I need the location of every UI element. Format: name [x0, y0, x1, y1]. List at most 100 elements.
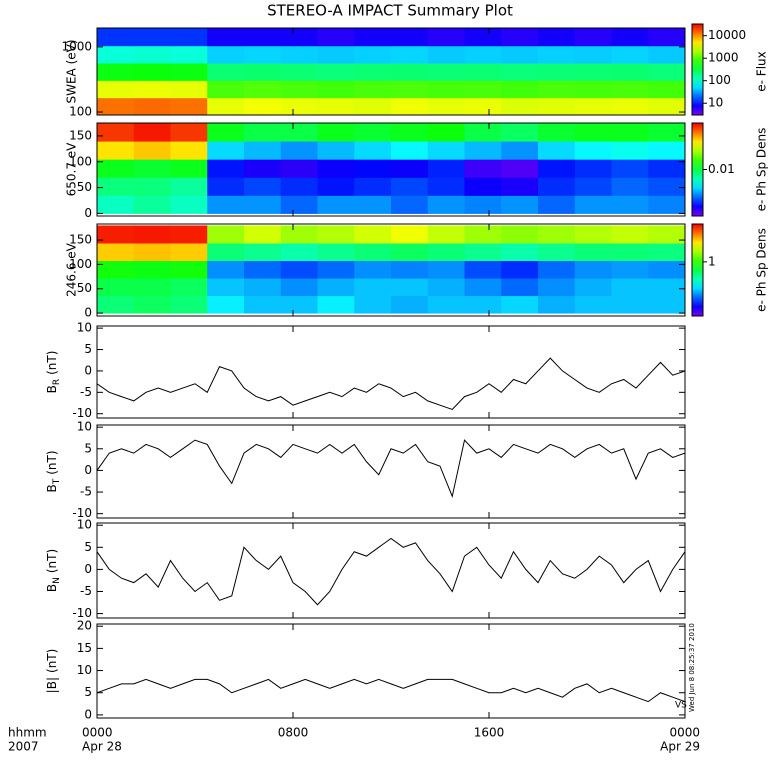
spectrogram-cell — [538, 80, 576, 99]
colorbar-tick-label: 10000 — [708, 28, 746, 42]
y-axis-label: BN (nT) — [45, 549, 62, 592]
spectrogram-cell — [133, 123, 171, 142]
spectrogram-cell — [317, 278, 355, 297]
spectrogram-cell — [207, 63, 245, 81]
y-tick-label: 0 — [84, 206, 92, 220]
spectrogram-cell — [464, 159, 502, 178]
spectrogram-cell — [97, 97, 135, 115]
y-label-unit: (nT) — [45, 351, 59, 375]
spectrogram-cell — [317, 159, 355, 178]
spectrogram-cell — [538, 260, 576, 279]
spectrogram-cell — [317, 97, 355, 115]
spectrogram-cell — [501, 278, 539, 297]
spectrogram-cell — [538, 225, 576, 244]
spectrogram-cell — [464, 80, 502, 99]
y-axis-label: |B| (nT) — [45, 649, 59, 694]
spectrogram-cell — [280, 295, 318, 314]
spectrogram-cell — [280, 195, 318, 214]
spectrogram-cell — [574, 80, 612, 99]
spectrogram-cell — [170, 195, 208, 214]
spectrogram-cell — [97, 159, 135, 178]
spectrogram-cell — [611, 45, 649, 64]
spectrogram-cell — [170, 141, 208, 160]
spectrogram-cell — [280, 177, 318, 196]
spectrogram-cell — [133, 242, 171, 262]
spectrogram-cell — [354, 260, 392, 279]
spectrogram-cell — [244, 80, 282, 99]
spectrogram-cell — [574, 141, 612, 160]
spectrogram-cell — [648, 28, 685, 47]
spectrogram-cell — [133, 295, 171, 314]
spectrogram-cell — [280, 225, 318, 244]
spectrogram-cell — [501, 97, 539, 115]
y-tick-label: 0 — [84, 463, 92, 477]
y-tick-label: 20 — [77, 619, 92, 633]
spectrogram-cell — [611, 159, 649, 178]
y-tick-label: -5 — [80, 584, 92, 598]
spectrogram-cell — [574, 97, 612, 115]
y-tick-label: 0 — [84, 562, 92, 576]
spectrogram-cell — [207, 177, 245, 196]
spectrogram-cell — [97, 225, 135, 244]
data-line — [97, 678, 685, 703]
spectrogram-cell — [207, 225, 245, 244]
spectrogram-cell — [317, 242, 355, 262]
spectrogram-cell — [170, 295, 208, 314]
spectrogram-cell — [244, 45, 282, 64]
spectrogram-cell — [391, 295, 429, 314]
spectrogram-cell — [280, 242, 318, 262]
spectrogram-cell — [354, 80, 392, 99]
plot-title: STEREO-A IMPACT Summary Plot — [267, 2, 513, 20]
spectrogram-cell — [97, 123, 135, 142]
spectrogram-cell — [648, 260, 685, 279]
spectrogram-cell — [611, 80, 649, 99]
spectrogram-cell — [97, 260, 135, 279]
x-unit-label: hhmm — [8, 726, 47, 740]
spectrogram-cell — [574, 242, 612, 262]
timestamp: Wed Jun 8 08:25:37 2010 — [688, 623, 696, 712]
year-label: 2007 — [8, 740, 39, 754]
spectrogram-cell — [170, 63, 208, 81]
spectrogram-cell — [648, 242, 685, 262]
spectrogram-cell — [427, 278, 465, 297]
y-label-unit: (nT) — [45, 549, 59, 573]
y-tick-label: 0 — [84, 306, 92, 320]
spectrogram-cell — [133, 45, 171, 64]
spectrogram-cell — [354, 177, 392, 196]
spectrogram-cell — [538, 177, 576, 196]
colorbar — [691, 223, 704, 317]
panel-frame — [96, 325, 686, 419]
panel — [97, 123, 685, 214]
colorbar-tick-label: 100 — [708, 73, 731, 87]
spectrogram-cell — [538, 97, 576, 115]
spectrogram-cell — [574, 278, 612, 297]
spectrogram-cell — [280, 159, 318, 178]
spectrogram-cell — [391, 141, 429, 160]
spectrogram-cell — [170, 80, 208, 99]
spectrogram-cell — [207, 278, 245, 297]
colorbar-label: e- Ph Sp Dens — [755, 228, 769, 312]
spectrogram-cell — [391, 260, 429, 279]
spectrogram-cell — [133, 177, 171, 196]
y-label-symbol: |B| — [45, 677, 59, 693]
spectrogram-cell — [244, 225, 282, 244]
spectrogram-cell — [207, 295, 245, 314]
panel — [97, 357, 685, 411]
spectrogram-cell — [317, 28, 355, 47]
spectrogram-cell — [97, 295, 135, 314]
spectrogram-cell — [354, 63, 392, 81]
spectrogram-cell — [391, 123, 429, 142]
spectrogram-cell — [538, 295, 576, 314]
spectrogram-cell — [611, 123, 649, 142]
panel — [97, 678, 685, 703]
spectrogram-cell — [207, 242, 245, 262]
spectrogram-cell — [501, 63, 539, 81]
spectrogram-cell — [611, 177, 649, 196]
spectrogram-cell — [648, 159, 685, 178]
y-tick-label: 50 — [77, 180, 92, 194]
spectrogram-cell — [280, 80, 318, 99]
colorbar-label: e- Ph Sp Dens — [755, 128, 769, 212]
spectrogram-cell — [133, 63, 171, 81]
spectrogram-cell — [170, 28, 208, 47]
y-axis-label: 650.7 eV — [65, 142, 79, 197]
